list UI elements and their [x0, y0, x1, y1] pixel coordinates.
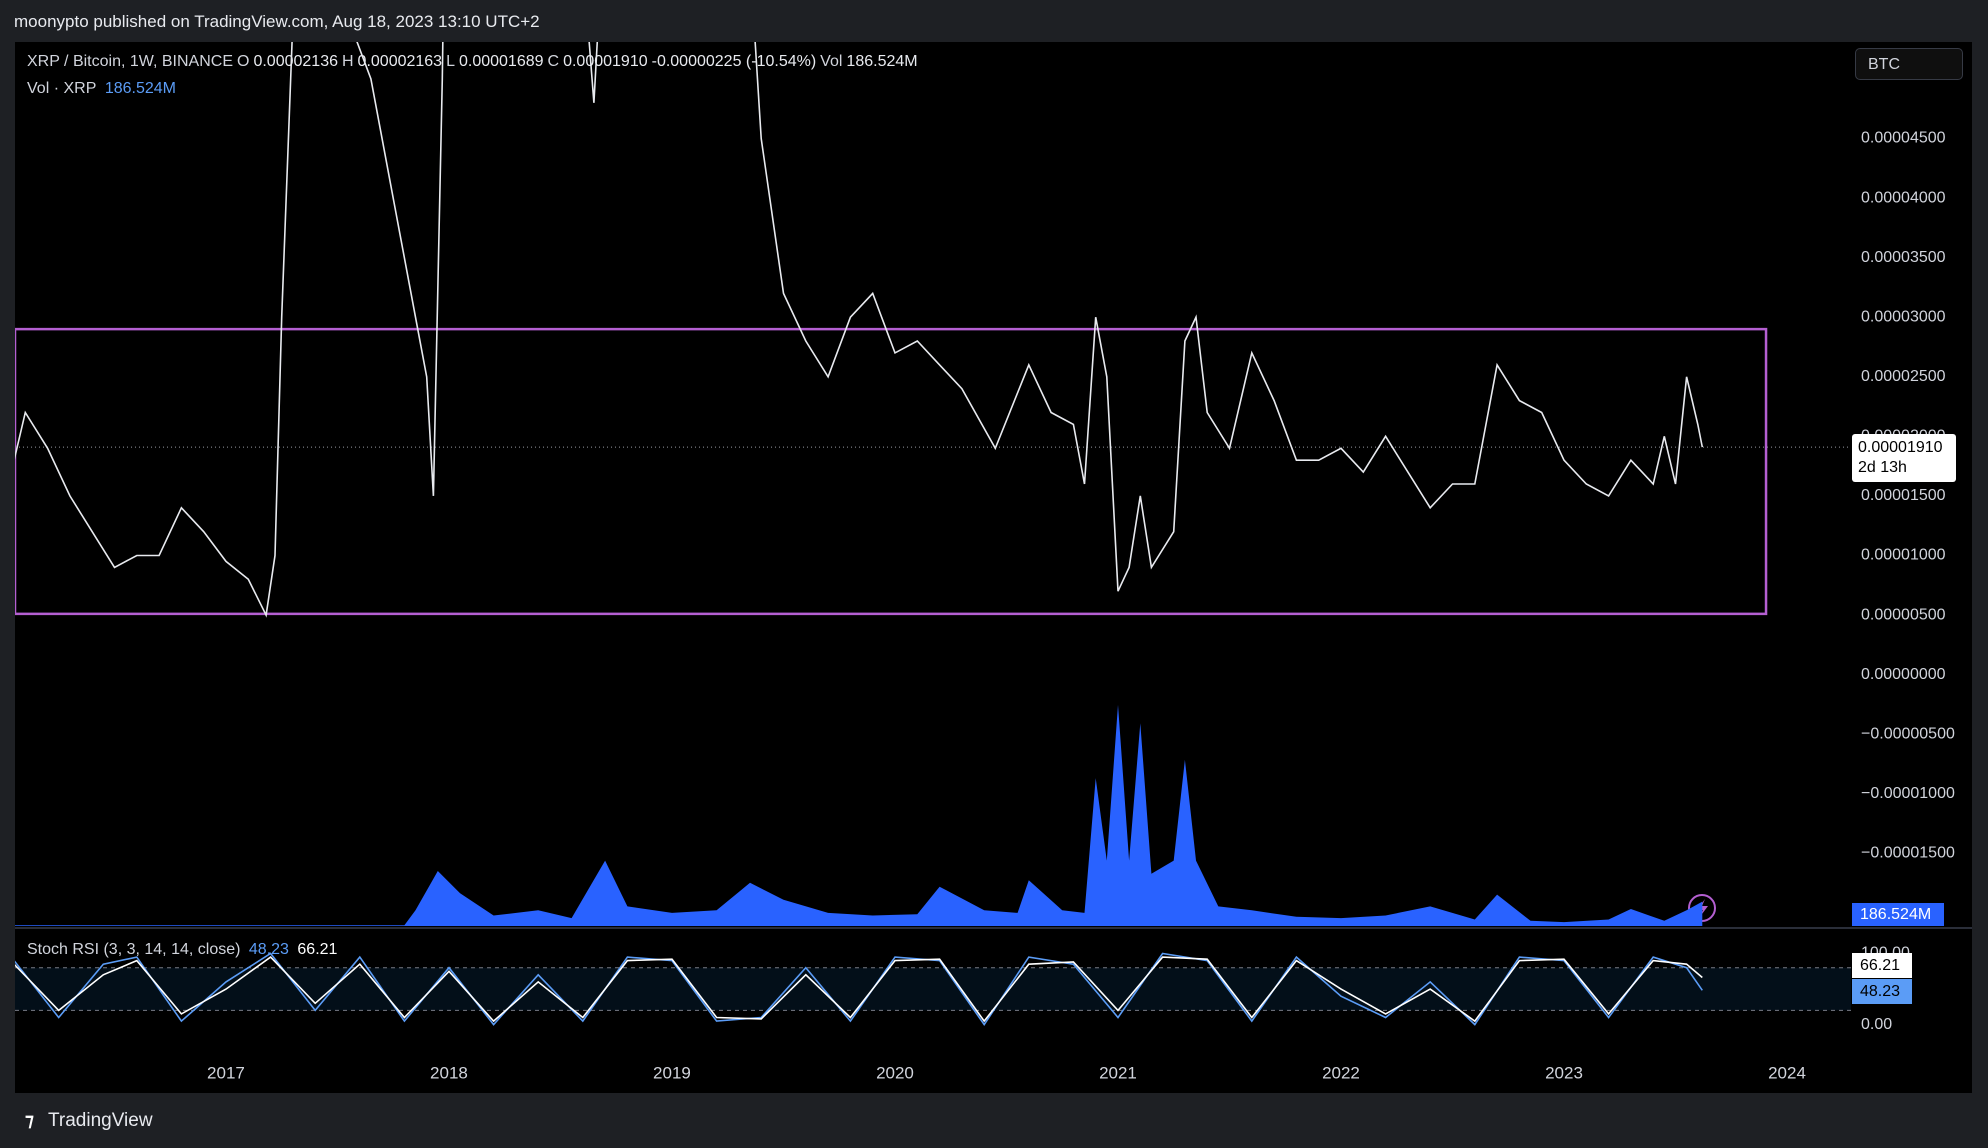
ohlc-label: C [547, 53, 560, 70]
y-tick-label: 0.00003500 [1861, 249, 1946, 266]
price-label: 0.00001910 2d 13h [1852, 434, 1956, 482]
ohlc-value: 0.00002136 [253, 53, 338, 70]
y-tick-label: 0.00001500 [1861, 487, 1946, 504]
x-tick-label: 2022 [1322, 1063, 1360, 1082]
range-box [15, 327, 1768, 616]
y-tick-label: −0.00001500 [1861, 845, 1955, 862]
ohlc-label: L [446, 53, 455, 70]
change: -0.00000225 (-10.54%) [651, 53, 817, 70]
volume-axis-label: 186.524M [1852, 903, 1944, 926]
x-tick-label: 2019 [653, 1063, 691, 1082]
legend: XRP / Bitcoin, 1W, BINANCE O 0.00002136 H 0.… [27, 53, 922, 71]
y-tick-label: 0.00001000 [1861, 547, 1946, 564]
ohlc-label: H [341, 53, 354, 70]
symbol: XRP / Bitcoin, 1W, BINANCE [27, 53, 233, 70]
vol-label: Vol [820, 53, 843, 70]
x-tick-label: 2023 [1545, 1063, 1583, 1082]
y-tick-label: 0.00003000 [1861, 308, 1946, 325]
x-tick-label: 2024 [1768, 1063, 1806, 1082]
volume-legend: Vol · XRP 186.524M [27, 80, 180, 98]
stoch-k-axis-label: 48.23 [1852, 979, 1912, 1004]
x-tick-label: 2017 [207, 1063, 245, 1082]
ohlc-value: 0.00002163 [357, 53, 443, 70]
x-tick-label: 2018 [430, 1063, 468, 1082]
y-tick-label: −0.00000500 [1861, 725, 1955, 742]
stoch-d: 66.21 [297, 941, 338, 958]
vol-value: 186.524M [846, 53, 918, 70]
alert-icon-bolt [1697, 899, 1708, 918]
x-tick-label: 2021 [1099, 1063, 1137, 1082]
stoch-k: 48.23 [248, 941, 289, 958]
x-tick-label: 2020 [876, 1063, 914, 1082]
y-tick-label: 0.00 [1861, 1016, 1892, 1033]
ohlc-label: O [237, 53, 250, 70]
volume-name: Vol · XRP [27, 80, 97, 97]
header: moonypto published on TradingView.com, A… [14, 12, 540, 31]
y-tick-label: 0.00002500 [1861, 368, 1946, 385]
y-tick-label: −0.00001000 [1861, 785, 1955, 802]
stoch-legend: Stoch RSI (3, 3, 14, 14, close) 48.23 66… [27, 941, 341, 959]
ohlc-value: 0.00001689 [458, 53, 544, 70]
stoch-title: Stoch RSI (3, 3, 14, 14, close) [27, 941, 241, 958]
countdown: 2d 13h [1858, 459, 1907, 476]
y-tick-label: 0.00000500 [1861, 606, 1946, 623]
volume-value: 186.524M [104, 80, 176, 97]
y-tick-label: 0.00004500 [1861, 130, 1946, 147]
stoch-d-axis-label: 66.21 [1852, 953, 1912, 978]
logo-mark: ⁊ [25, 1110, 34, 1130]
chart-panel [15, 42, 1972, 1093]
price-label-value: 0.00001910 [1858, 439, 1943, 456]
line-series [15, 42, 1704, 618]
footer: TradingView [48, 1110, 153, 1131]
y-tick-label: 0.00000000 [1861, 666, 1946, 683]
line-series [15, 956, 1703, 1023]
y-tick-label: 0.00004000 [1861, 189, 1946, 206]
ohlc-value: 0.00001910 [563, 53, 648, 70]
currency-button[interactable]: BTC [1855, 48, 1963, 80]
